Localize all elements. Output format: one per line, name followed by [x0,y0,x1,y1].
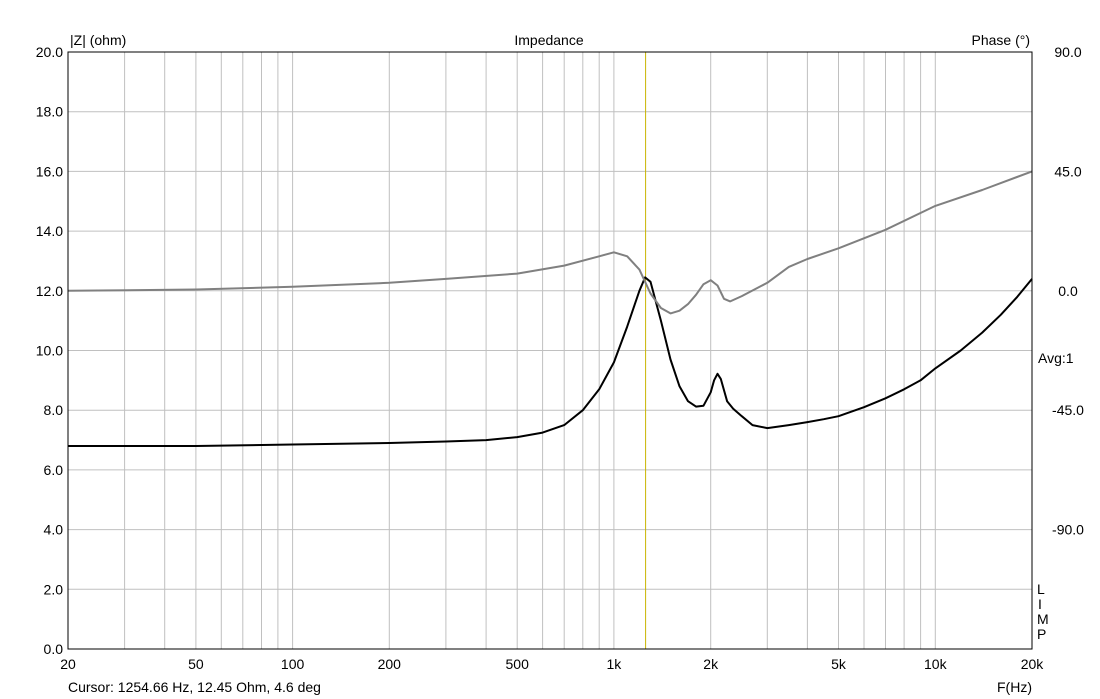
y-tick-label: 10.0 [36,343,63,359]
x-tick-label: 200 [378,656,402,672]
y-tick-label: 0.0 [44,641,64,657]
x-tick-label: 5k [831,656,847,672]
y-tick-label: 16.0 [36,163,63,179]
cursor-readout: Cursor: 1254.66 Hz, 12.45 Ohm, 4.6 deg [68,679,321,695]
y-axis-label: |Z| (ohm) [70,32,126,48]
impedance-magnitude-line [68,276,1033,447]
side-letter-m: M [1037,611,1049,627]
plot-frame [67,51,1033,650]
y2-tick-label: -90.0 [1052,522,1084,538]
y-tick-label: 2.0 [44,581,64,597]
chart-title: Impedance [514,32,583,48]
side-letter-i: I [1038,596,1042,612]
x-tick-label: 100 [281,656,305,672]
x-tick-label: 50 [188,656,204,672]
y-tick-label: 14.0 [36,223,63,239]
side-letter-p: P [1037,626,1046,642]
y2-tick-label: -45.0 [1052,402,1084,418]
x-tick-label: 2k [703,656,719,672]
y2-tick-label: 90.0 [1054,44,1081,60]
y-tick-label: 12.0 [36,283,63,299]
y2-tick-label: 45.0 [1054,163,1081,179]
x-tick-labels: 20 50 100 200 500 1k 2k 5k 10k 20k [60,656,1044,672]
y-grid [68,111,1032,590]
y2-tick-labels: 90.0 45.0 0.0 -45.0 -90.0 [1052,44,1084,538]
phase-line [67,170,1033,315]
x-tick-label: 20k [1021,656,1045,672]
x-tick-label: 20 [60,656,76,672]
y-tick-label: 6.0 [44,462,64,478]
side-letter-l: L [1037,581,1045,597]
y-tick-label: 18.0 [36,104,63,120]
x-axis-label: F(Hz) [997,679,1032,695]
y2-axis-label: Phase (°) [971,32,1030,48]
y-tick-label: 4.0 [44,522,64,538]
x-tick-label: 500 [506,656,530,672]
x-tick-label: 10k [924,656,948,672]
y2-tick-label: 0.0 [1058,283,1078,299]
y-tick-labels: 0.0 2.0 4.0 6.0 8.0 10.0 12.0 14.0 16.0 18.0 20.0 [36,44,63,657]
y-tick-label: 20.0 [36,44,63,60]
avg-label: Avg:1 [1038,350,1074,366]
y-tick-label: 8.0 [44,402,64,418]
x-tick-label: 1k [607,656,623,672]
